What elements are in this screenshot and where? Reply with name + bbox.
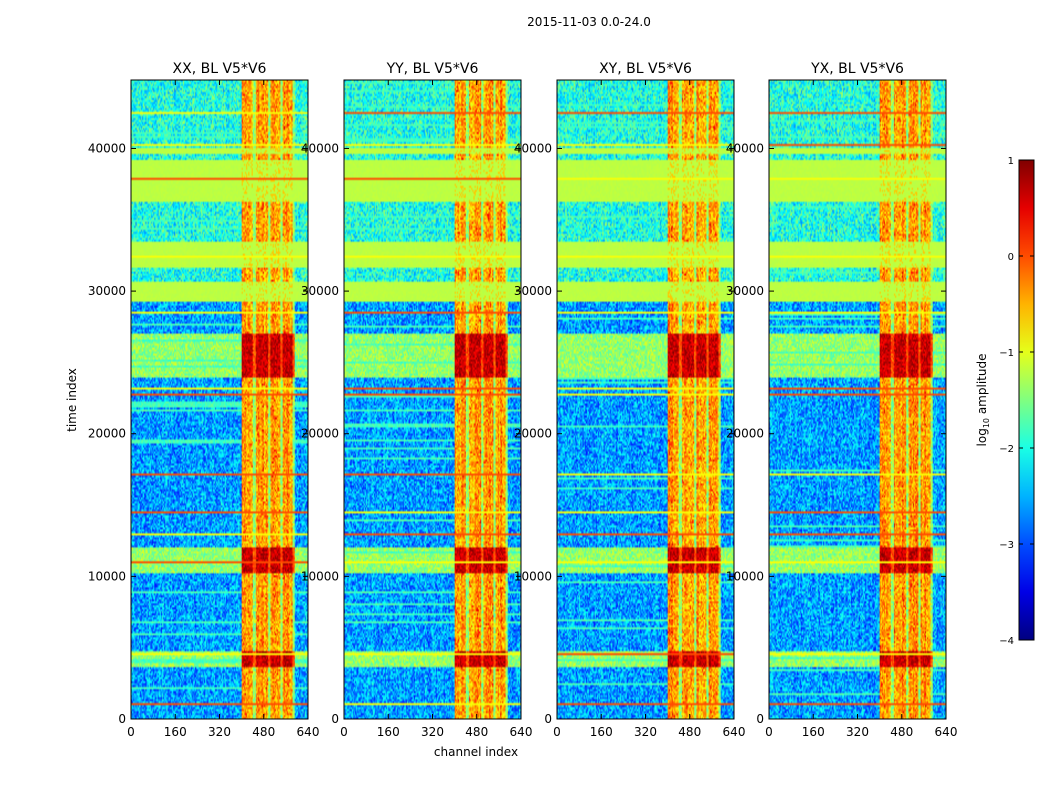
panel-heatmap [131, 80, 308, 719]
y-tick-label: 30000 [88, 284, 126, 298]
x-tick-label: 480 [678, 725, 701, 739]
panel-heatmap [344, 80, 521, 719]
x-tick-label: 0 [765, 725, 773, 739]
x-tick-label: 320 [846, 725, 869, 739]
panel-title: YY, BL V5*V6 [386, 61, 479, 77]
x-tick-label: 640 [723, 725, 746, 739]
y-tick-label: 20000 [514, 427, 552, 441]
x-tick-label: 160 [377, 725, 400, 739]
panels-group: XX, BL V5*V6 0 160 320 480 640 0 10000 20000 3000… [88, 61, 958, 739]
colorbar-tick-label: −4 [999, 636, 1014, 647]
x-tick-label: 0 [553, 725, 561, 739]
colorbar-tick-label: −2 [999, 444, 1014, 455]
x-tick-label: 160 [802, 725, 825, 739]
x-axis-label: channel index [434, 745, 518, 759]
x-tick-label: 480 [465, 725, 488, 739]
x-tick-label: 0 [340, 725, 348, 739]
panel-title: YX, BL V5*V6 [810, 61, 904, 77]
y-tick-label: 10000 [726, 569, 764, 583]
y-tick-label: 10000 [514, 569, 552, 583]
y-tick-label: 40000 [726, 141, 764, 155]
colorbar-tick-label: 1 [1008, 156, 1014, 167]
panel-title: XY, BL V5*V6 [599, 61, 692, 77]
colorbar-label-prefix: log [975, 428, 989, 446]
colorbar-label-suffix: amplitude [975, 354, 989, 418]
panel-title: XX, BL V5*V6 [173, 61, 267, 77]
panel-heatmap [769, 80, 946, 719]
y-tick-label: 0 [118, 712, 126, 726]
y-tick-label: 10000 [301, 569, 339, 583]
panel-3: YX, BL V5*V6 0 160 320 480 640 0 10000 20000 3000… [726, 61, 958, 739]
y-tick-label: 20000 [726, 427, 764, 441]
colorbar-gradient [1018, 159, 1035, 641]
colorbar-tick-label: −3 [999, 540, 1014, 551]
y-tick-label: 0 [756, 712, 764, 726]
y-tick-label: 20000 [301, 427, 339, 441]
colorbar-tick-label: −1 [999, 348, 1014, 359]
x-tick-label: 320 [634, 725, 657, 739]
x-tick-label: 640 [510, 725, 533, 739]
x-tick-label: 160 [590, 725, 613, 739]
figure-title: 2015-11-03 0.0-24.0 [527, 15, 651, 29]
y-tick-label: 20000 [88, 427, 126, 441]
x-tick-label: 480 [890, 725, 913, 739]
x-tick-label: 640 [297, 725, 320, 739]
y-tick-label: 40000 [88, 141, 126, 155]
y-tick-label: 40000 [301, 141, 339, 155]
y-tick-label: 30000 [301, 284, 339, 298]
y-axis-label: time index [65, 368, 79, 432]
panel-heatmap [557, 80, 734, 719]
panel-0: XX, BL V5*V6 0 160 320 480 640 0 10000 20000 3000… [88, 61, 320, 739]
colorbar-label-sub: 10 [982, 418, 991, 428]
panel-1: YY, BL V5*V6 0 160 320 480 640 0 10000 20000 3000… [301, 61, 533, 739]
y-tick-label: 40000 [514, 141, 552, 155]
x-tick-label: 480 [252, 725, 275, 739]
y-tick-label: 30000 [726, 284, 764, 298]
x-tick-label: 320 [421, 725, 444, 739]
y-tick-label: 0 [331, 712, 339, 726]
x-tick-label: 0 [127, 725, 135, 739]
x-tick-label: 640 [935, 725, 958, 739]
y-tick-label: 10000 [88, 569, 126, 583]
x-tick-label: 320 [208, 725, 231, 739]
panel-2: XY, BL V5*V6 0 160 320 480 640 0 10000 20000 3000… [514, 61, 746, 739]
colorbar-tick-label: 0 [1008, 252, 1014, 263]
y-tick-label: 0 [544, 712, 552, 726]
y-tick-label: 30000 [514, 284, 552, 298]
x-tick-label: 160 [164, 725, 187, 739]
colorbar-label: log10 amplitude [975, 354, 991, 447]
